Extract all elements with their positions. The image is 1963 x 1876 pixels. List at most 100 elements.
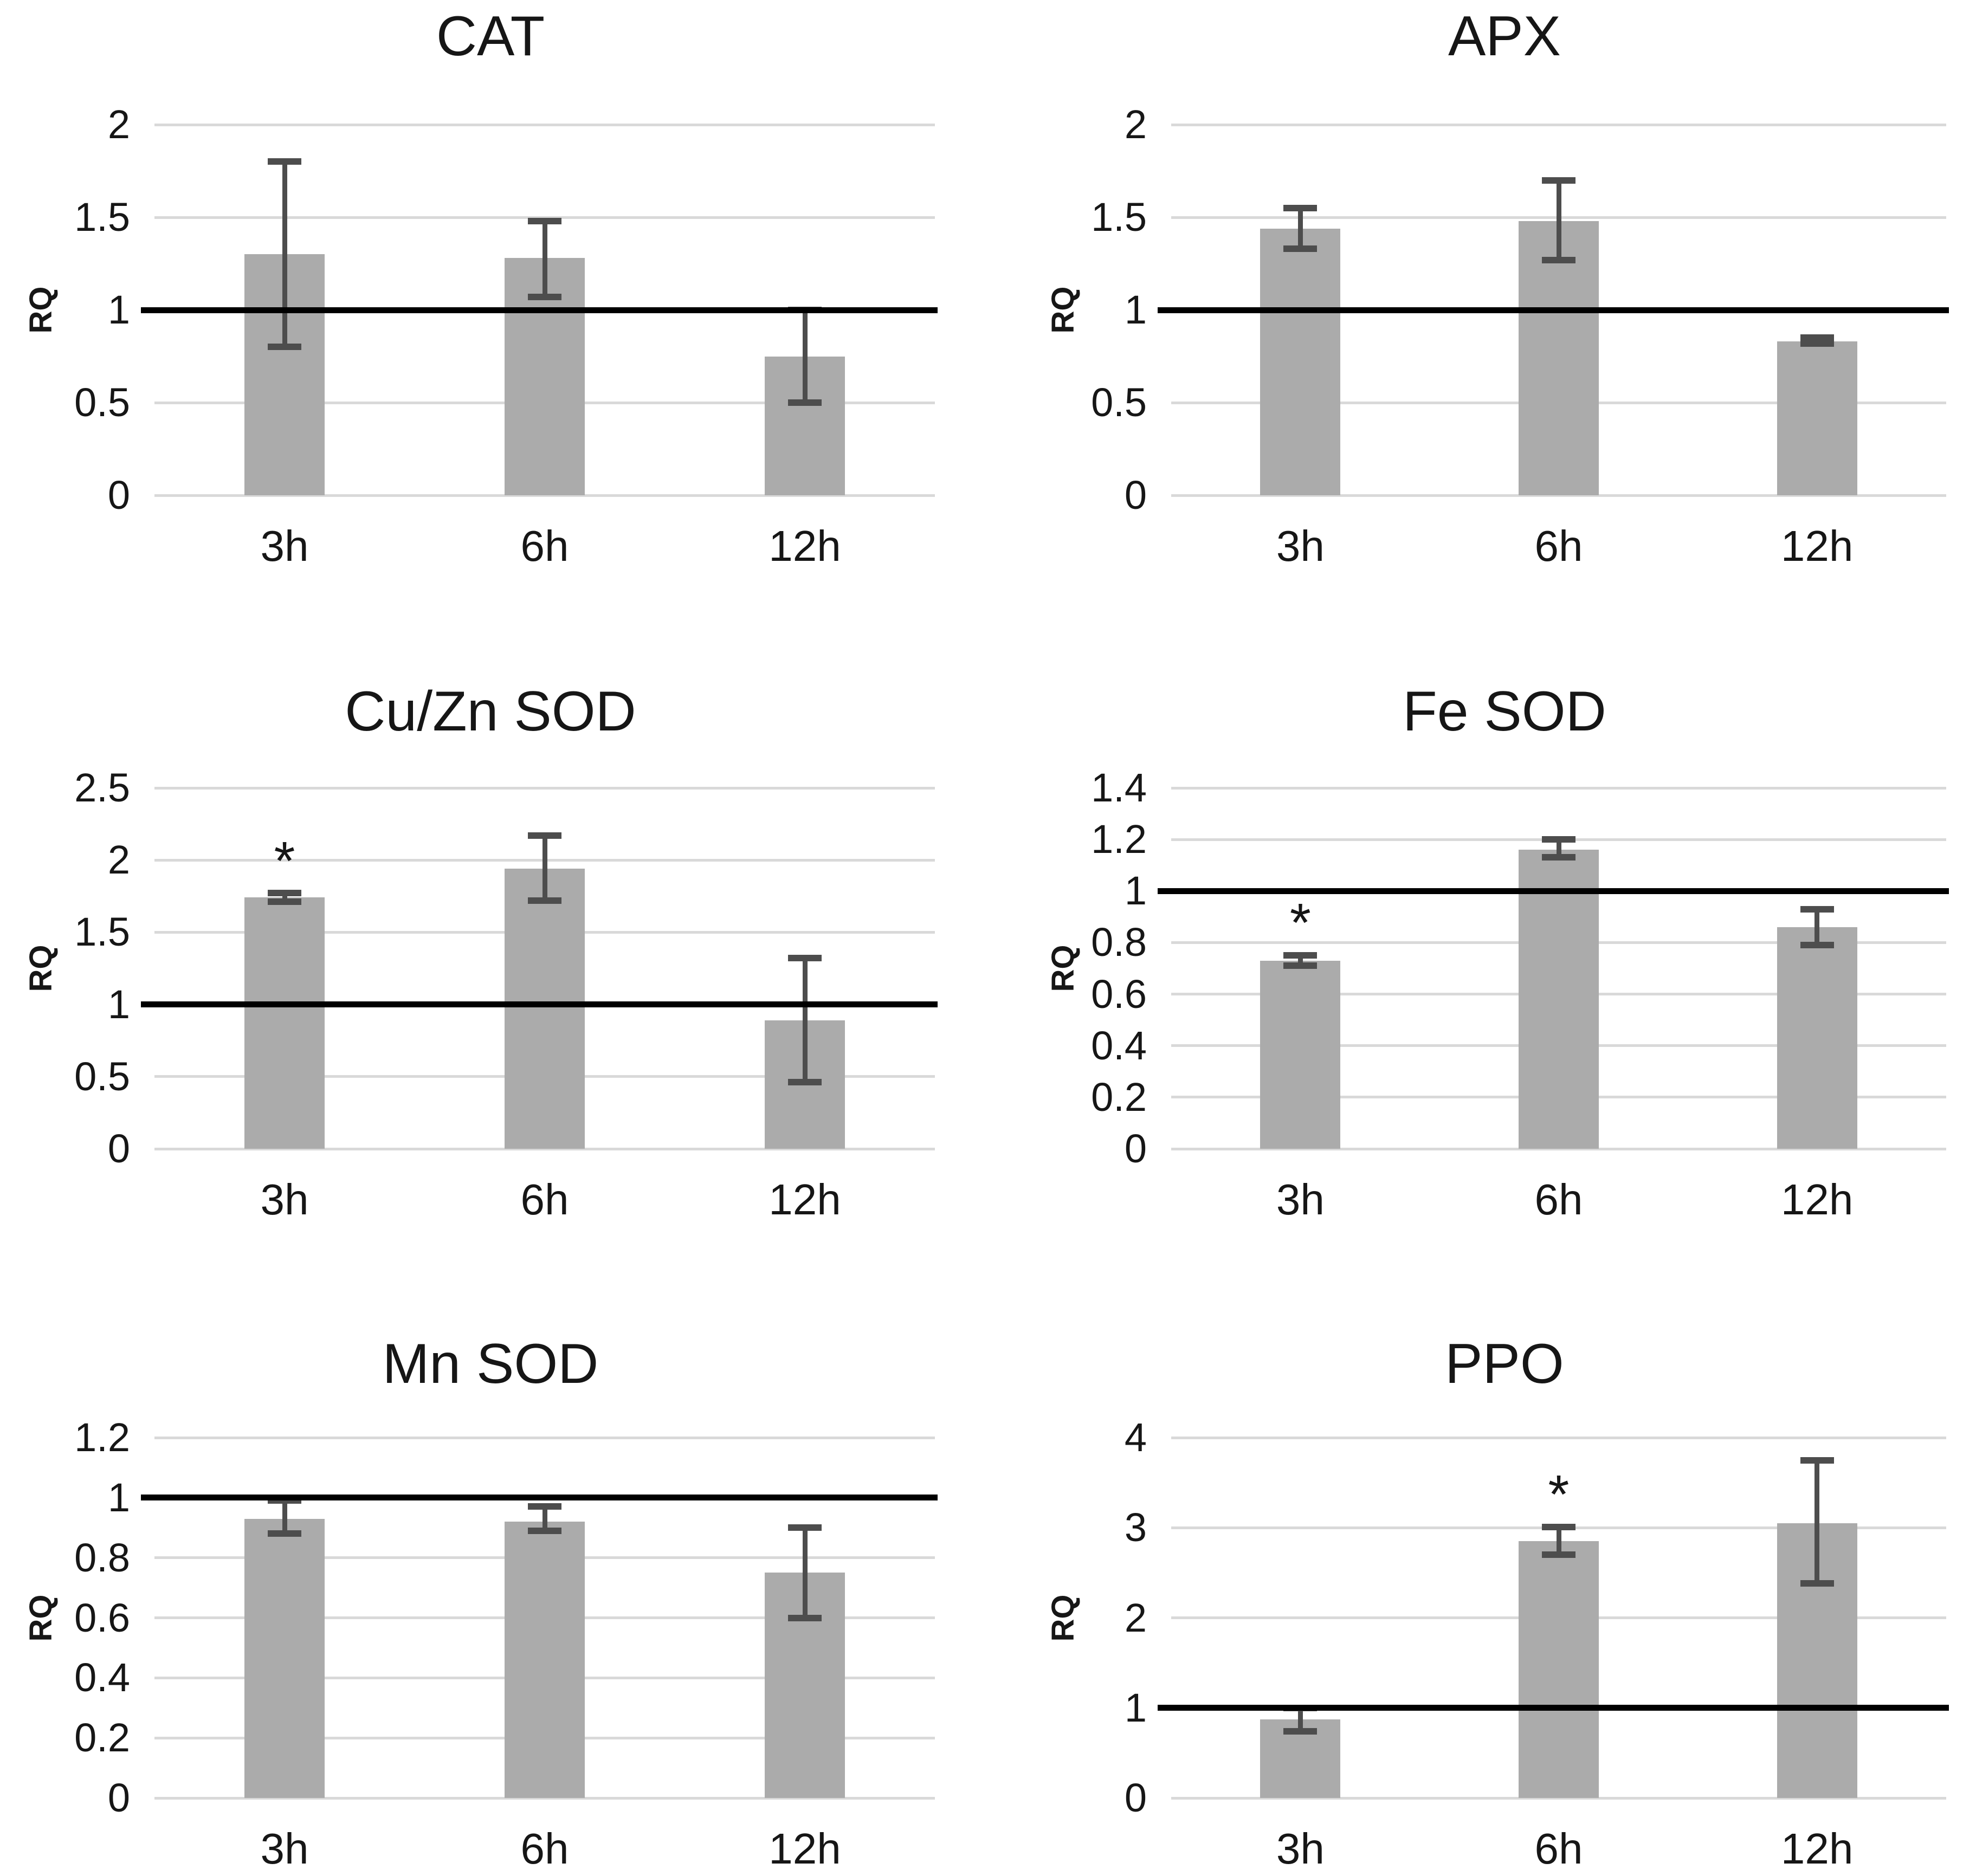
error-bar-line	[282, 1500, 287, 1534]
x-category-label: 6h	[520, 522, 569, 570]
gridline	[1171, 786, 1946, 790]
bar-6h	[1519, 850, 1599, 1149]
error-bar-cap-top	[1800, 334, 1834, 341]
error-bar-line	[542, 835, 547, 901]
y-tick-label: 0.4	[1091, 1023, 1147, 1068]
chart-panel-mn-sod: Mn SOD RQ 0 0.2 0.4 0.6 0.8 1 1.2 3h 6h 12h	[0, 1251, 981, 1876]
chart-panel-apx: APX RQ 0 0.5 1 1.5 2 3h 6h 12h	[981, 0, 1963, 625]
x-category-label: 3h	[260, 1175, 309, 1224]
x-category-label: 12h	[769, 1825, 841, 1873]
y-tick-label: 1.2	[1091, 817, 1147, 862]
error-bar-line	[802, 310, 808, 403]
error-bar-line	[1556, 839, 1561, 858]
error-bar-cap-bottom	[1542, 1551, 1575, 1558]
bar-3h	[244, 897, 325, 1149]
x-category-label: 6h	[1534, 522, 1583, 570]
y-tick-label: 0	[107, 1775, 130, 1820]
error-bar-cap-top	[1800, 1457, 1834, 1464]
y-tick-label: 0	[1124, 1775, 1147, 1820]
x-category-label: 6h	[1534, 1825, 1583, 1873]
chart-title: PPO	[1445, 1332, 1564, 1395]
chart-title: Cu/Zn SOD	[345, 680, 636, 743]
gridline	[154, 123, 935, 126]
chart-panel-ppo: PPO RQ 0 1 2 3 4 3h 6h * 12h	[981, 1251, 1963, 1876]
error-bar-cap-bottom	[1283, 1728, 1318, 1735]
error-bar-cap-bottom	[268, 898, 301, 905]
error-bar-cap-top	[1283, 952, 1318, 959]
gridline	[154, 786, 935, 790]
y-tick-label: 2	[1124, 102, 1147, 147]
error-bar-cap-top	[1283, 204, 1318, 211]
chart-title: APX	[1448, 5, 1561, 68]
y-tick-label: 0.6	[74, 1595, 130, 1640]
y-tick-label: 0.5	[74, 380, 130, 425]
error-bar-cap-bottom	[528, 294, 561, 301]
reference-line	[141, 1001, 938, 1008]
error-bar-cap-bottom	[1283, 962, 1318, 969]
y-tick-label: 2.5	[74, 765, 130, 810]
error-bar-cap-bottom	[1800, 1580, 1834, 1587]
reference-line	[141, 1495, 938, 1501]
x-category-label: 12h	[1780, 1825, 1854, 1873]
y-tick-label: 0	[107, 1126, 130, 1171]
bar-6h	[505, 869, 585, 1149]
y-tick-label: 1.4	[1091, 765, 1147, 810]
y-tick-label: 1.2	[74, 1415, 130, 1460]
error-bar-cap-bottom	[788, 1614, 822, 1621]
error-bar-line	[1297, 955, 1303, 966]
x-category-label: 6h	[520, 1175, 569, 1224]
error-bar-cap-top	[528, 1503, 561, 1510]
bar-3h	[1260, 228, 1341, 495]
x-category-label: 3h	[260, 522, 309, 570]
error-bar-cap-top	[268, 890, 301, 897]
reference-line	[141, 307, 938, 313]
y-tick-label: 0.2	[1091, 1074, 1147, 1120]
reference-line	[1158, 1705, 1949, 1711]
error-bar-cap-bottom	[528, 897, 561, 904]
x-category-label: 3h	[1276, 522, 1325, 570]
y-tick-label: 0.5	[74, 1053, 130, 1099]
error-bar-line	[1556, 180, 1561, 260]
chart-panel-fe-sod: Fe SOD RQ 0 0.2 0.4 0.6 0.8 1 1.2 1.4 3h * 6h 12h	[981, 625, 1963, 1251]
y-tick-label: 2	[107, 837, 130, 883]
error-bar-cap-top	[1542, 836, 1575, 843]
bar-6h	[1519, 1541, 1599, 1798]
error-bar-cap-top	[1800, 905, 1834, 913]
gridline	[154, 1436, 935, 1439]
error-bar-cap-bottom	[268, 1530, 301, 1537]
gridline	[154, 494, 935, 497]
bar-6h	[505, 1522, 585, 1798]
bar-3h	[244, 1518, 325, 1798]
error-bar-line	[1556, 1526, 1561, 1555]
error-bar-cap-top	[268, 158, 301, 165]
y-tick-label: 1	[107, 287, 130, 332]
x-category-label: 6h	[1534, 1175, 1583, 1224]
gridline	[154, 216, 935, 219]
y-tick-label: 1	[107, 981, 130, 1027]
gridline	[1171, 123, 1946, 126]
error-bar-line	[542, 221, 547, 297]
y-tick-label: 0	[1124, 473, 1147, 517]
error-bar-cap-top	[1542, 1523, 1575, 1530]
bar-12h	[1777, 341, 1857, 495]
chart-panel-cat: CAT RQ 0 0.5 1 1.5 2 3h 6h 12h	[0, 0, 981, 625]
error-bar-line	[1815, 909, 1820, 946]
significance-asterisk: *	[274, 830, 295, 891]
gridline	[154, 1796, 935, 1800]
y-tick-label: 1	[1124, 868, 1147, 914]
y-tick-label: 0.4	[74, 1655, 130, 1700]
y-tick-label: 2	[107, 102, 130, 147]
y-tick-label: 1.5	[74, 909, 130, 955]
error-bar-cap-top	[1542, 177, 1575, 184]
y-tick-label: 1	[1124, 1685, 1147, 1730]
y-tick-label: 1	[1124, 287, 1147, 332]
error-bar-cap-bottom	[788, 1079, 822, 1086]
reference-line	[1158, 888, 1949, 894]
bar-3h	[1260, 960, 1341, 1149]
bar-6h	[1519, 221, 1599, 495]
gridline	[1171, 1147, 1946, 1150]
gridline	[154, 1147, 935, 1150]
error-bar-cap-bottom	[1542, 256, 1575, 263]
error-bar-cap-top	[528, 217, 561, 224]
